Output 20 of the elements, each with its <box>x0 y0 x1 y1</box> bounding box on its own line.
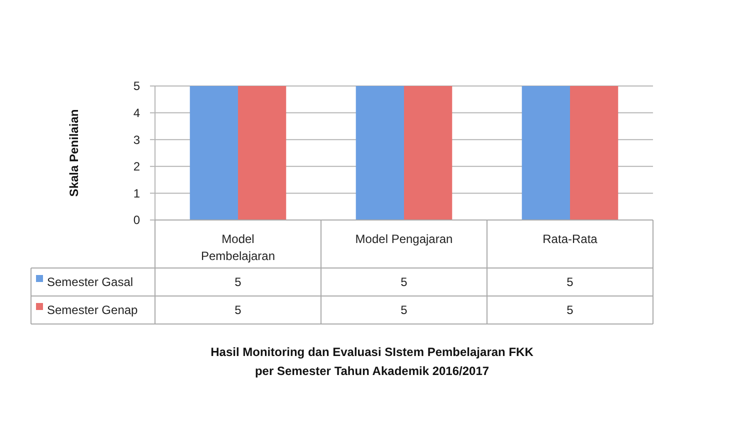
x-tick-label: Model Pembelajaran <box>200 232 276 263</box>
text: Hasil Monitoring dan Evaluasi SIstem Pembelajaran FKK <box>210 345 534 359</box>
y-tick-label: 2 <box>133 160 140 174</box>
data-label: 5 <box>234 303 242 318</box>
data-label: 5 <box>400 303 408 318</box>
x-tick-label: Model Pengajaran <box>355 232 453 246</box>
y-tick-label: 1 <box>133 186 140 200</box>
data-label: 5 <box>566 275 574 290</box>
text: per Semester Tahun Akademik 2016/2017 <box>254 364 490 378</box>
legend-label: Semester Gasal <box>47 275 134 290</box>
y-tick-label: 4 <box>133 106 140 120</box>
y-tick-label: 0 <box>133 213 140 228</box>
data-label: 5 <box>566 303 574 318</box>
data-label: 5 <box>234 275 242 290</box>
y-tick-label: 3 <box>133 132 140 147</box>
y-axis-title: Skala Penilaian <box>67 109 81 197</box>
y-tick-label: 5 <box>133 79 140 94</box>
x-tick-label: Rata-Rata <box>542 232 598 246</box>
legend-label: Semester Genap <box>47 303 138 318</box>
data-label: 5 <box>400 275 408 290</box>
